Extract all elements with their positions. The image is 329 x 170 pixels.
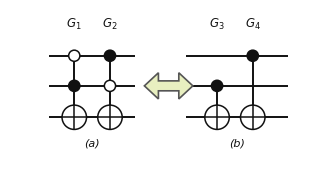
Text: $G_4$: $G_4$: [245, 17, 261, 32]
Ellipse shape: [104, 80, 115, 91]
Text: (a): (a): [84, 139, 100, 149]
Ellipse shape: [104, 50, 115, 61]
Ellipse shape: [62, 105, 87, 129]
Text: (b): (b): [230, 139, 245, 149]
Polygon shape: [144, 73, 193, 99]
Ellipse shape: [240, 105, 265, 129]
Ellipse shape: [69, 80, 80, 91]
Ellipse shape: [247, 50, 258, 61]
Text: $G_3$: $G_3$: [209, 17, 225, 32]
Ellipse shape: [205, 105, 229, 129]
Ellipse shape: [212, 80, 223, 91]
Ellipse shape: [69, 50, 80, 61]
Ellipse shape: [98, 105, 122, 129]
Text: $G_2$: $G_2$: [102, 17, 118, 32]
Text: $G_1$: $G_1$: [66, 17, 82, 32]
